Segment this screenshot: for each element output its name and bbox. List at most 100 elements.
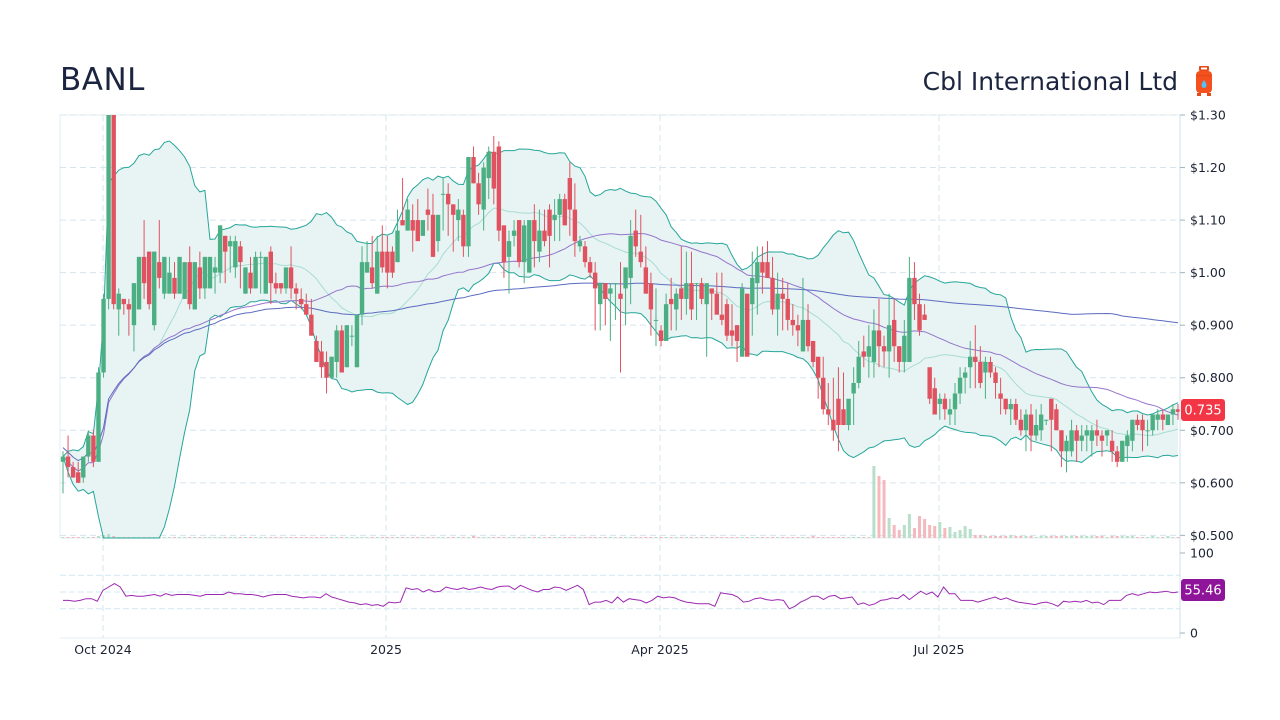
candle-body — [228, 241, 233, 247]
candle-body — [288, 267, 294, 289]
volume-bar — [228, 537, 232, 538]
candle-body — [91, 435, 96, 462]
candle-body — [278, 283, 284, 289]
candle-body — [425, 209, 431, 215]
volume-bar — [907, 514, 911, 538]
candle-body — [603, 283, 608, 299]
volume-bar — [456, 537, 460, 538]
candle-body — [922, 314, 927, 320]
candle-body — [309, 314, 314, 336]
volume-bar — [791, 537, 795, 538]
volume-bar — [892, 525, 896, 538]
candle-body — [451, 204, 456, 215]
candle-body — [582, 246, 588, 263]
candle-body — [739, 288, 745, 357]
candle-body — [932, 388, 937, 415]
candle-body — [1094, 430, 1100, 436]
candle-body — [182, 262, 187, 299]
volume-bar — [826, 537, 830, 538]
volume-bar — [700, 537, 704, 538]
volume-bar — [999, 536, 1003, 538]
candle-body — [222, 235, 228, 252]
candle-body — [395, 230, 400, 263]
candle-body — [65, 456, 71, 468]
volume-bar — [583, 537, 587, 538]
candle-body — [912, 277, 917, 305]
volume-bar — [294, 537, 298, 538]
volume-bar — [1009, 535, 1013, 538]
volume-bar — [1085, 536, 1089, 538]
candle-body — [324, 361, 329, 378]
value-badges: 0.735 55.46 — [1181, 399, 1225, 601]
candle-body — [947, 409, 953, 415]
candle-body — [207, 256, 213, 289]
candle-body — [821, 377, 826, 410]
volume-bar — [923, 519, 927, 538]
candle-body — [369, 267, 375, 284]
rsi-panel — [60, 574, 1180, 639]
candle-body — [886, 325, 892, 352]
volume-bar — [842, 537, 845, 538]
volume-bar — [613, 537, 617, 538]
candle-body — [522, 225, 527, 263]
axes: $1.30 $1.20 $1.10 $1.00 $0.900 $0.800 $0.700 $0… — [74, 108, 1233, 658]
volume-bar — [218, 537, 222, 538]
y-tick-label: $1.00 — [1190, 265, 1226, 280]
candle-body — [334, 330, 339, 362]
candle-body — [902, 335, 907, 362]
volume-bar — [1014, 536, 1018, 538]
volume-bar — [953, 532, 957, 538]
volume-bar — [482, 537, 486, 538]
volume-bar — [938, 522, 942, 538]
candle-body — [152, 251, 157, 326]
candle-body — [243, 267, 248, 294]
volume-bar — [1044, 536, 1048, 538]
candle-body — [973, 356, 978, 362]
candle-body — [167, 272, 172, 294]
candle-body — [653, 319, 659, 321]
candle-body — [663, 304, 669, 341]
candle-body — [1033, 425, 1039, 436]
candle-body — [978, 361, 983, 383]
candle-body — [952, 393, 958, 410]
volume-bar — [755, 537, 759, 538]
volume-bar — [76, 537, 80, 538]
volume-bar — [933, 526, 937, 538]
candle-body — [1074, 430, 1079, 441]
volume-bar — [411, 537, 415, 538]
volume-bar — [1049, 536, 1053, 538]
candle-body — [126, 304, 132, 310]
candle-body — [466, 157, 471, 247]
volume-bar — [401, 537, 405, 538]
volume-bar — [745, 537, 749, 538]
volume-bar — [269, 537, 273, 538]
gas-cylinder-icon — [1196, 66, 1212, 96]
volume-bar — [188, 537, 192, 538]
volume-bar — [806, 537, 810, 538]
volume-bar — [897, 530, 901, 538]
volume-bar — [593, 537, 597, 538]
volume-bar — [548, 537, 552, 538]
candle-body — [461, 214, 466, 247]
volume-bar — [1151, 536, 1155, 538]
volume-bar — [725, 537, 729, 538]
rsi-value-badge — [1181, 579, 1225, 601]
volume-bar — [553, 537, 557, 538]
volume-bar — [223, 537, 227, 538]
candle-body — [648, 283, 654, 310]
candle-body — [511, 230, 517, 236]
candle-body — [957, 377, 963, 394]
candle-body — [643, 267, 649, 294]
volume-bar — [66, 537, 70, 538]
candle-body — [471, 157, 476, 184]
volume-bar — [238, 537, 242, 538]
last-price-badge-text: 0.735 — [1184, 404, 1221, 419]
candle-body — [1140, 419, 1145, 431]
candle-body — [897, 346, 902, 362]
volume-bar — [674, 537, 678, 538]
volume-bar — [1065, 536, 1068, 538]
candle-body — [481, 167, 486, 210]
volume-bar — [1135, 537, 1139, 538]
candle-body — [415, 220, 420, 242]
